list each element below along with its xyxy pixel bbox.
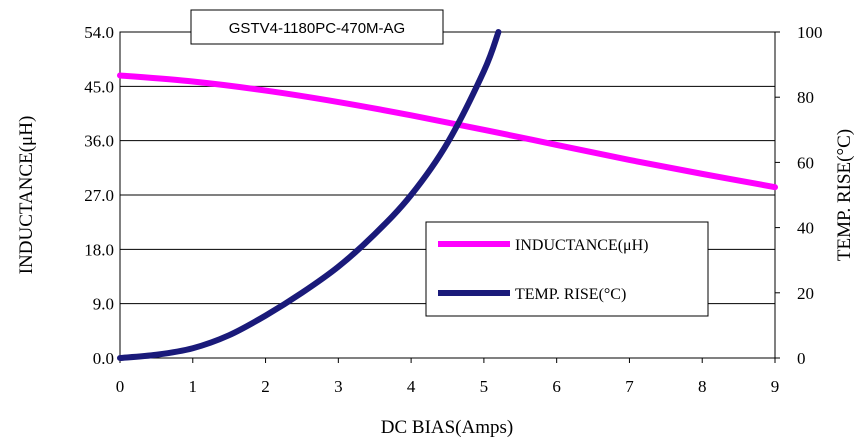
- chart-title-box: GSTV4-1180PC-470M-AG: [190, 9, 444, 45]
- y2-tick-label: 20: [797, 284, 814, 303]
- plot-area-border: [119, 31, 776, 359]
- legend-label-temp-rise: TEMP. RISE(°C): [515, 286, 626, 303]
- y2-tick-label: 0: [797, 349, 806, 368]
- y2-tick-label: 80: [797, 88, 814, 107]
- x-tick-label: 2: [261, 377, 270, 396]
- bottom-axis-ticks: 0 1 2 3 4 5 6 7 8 9: [116, 358, 780, 396]
- y2-tick-label: 100: [797, 23, 823, 42]
- y-tick-label: 45.0: [84, 77, 114, 96]
- y-tick-label: 36.0: [84, 132, 114, 151]
- y2-tick-label: 40: [797, 219, 814, 238]
- y-tick-label: 0.0: [93, 349, 114, 368]
- x-tick-label: 9: [771, 377, 780, 396]
- series-line-inductance: [117, 72, 778, 191]
- x-tick-label: 8: [698, 377, 707, 396]
- y-tick-label: 9.0: [93, 295, 114, 314]
- x-axis-label: DC BIAS(Amps): [381, 417, 513, 438]
- legend: INDUCTANCE(μH) TEMP. RISE(°C): [425, 221, 709, 317]
- x-tick-label: 0: [116, 377, 125, 396]
- x-tick-label: 4: [407, 377, 416, 396]
- series-line-temp-rise: [117, 29, 502, 361]
- x-tick-label: 7: [625, 377, 634, 396]
- y-tick-label: 18.0: [84, 240, 114, 259]
- x-tick-label: 5: [480, 377, 489, 396]
- legend-label-inductance: INDUCTANCE(μH): [515, 237, 649, 254]
- y2-axis-label: TEMP. RISE(°C): [834, 129, 855, 261]
- x-tick-label: 6: [552, 377, 561, 396]
- y-tick-label: 54.0: [84, 23, 114, 42]
- y-axis-label: INDUCTANCE(μH): [16, 116, 37, 275]
- right-axis-ticks: 0 20 40 60 80 100: [775, 23, 823, 368]
- chart-title: GSTV4-1180PC-470M-AG: [229, 20, 405, 37]
- y2-tick-label: 60: [797, 153, 814, 172]
- series-layer: [117, 29, 778, 361]
- left-axis-ticks: 0.0 9.0 18.0 27.0 36.0 45.0 54.0: [84, 23, 114, 368]
- x-tick-label: 1: [189, 377, 198, 396]
- x-tick-label: 3: [334, 377, 343, 396]
- y-tick-label: 27.0: [84, 186, 114, 205]
